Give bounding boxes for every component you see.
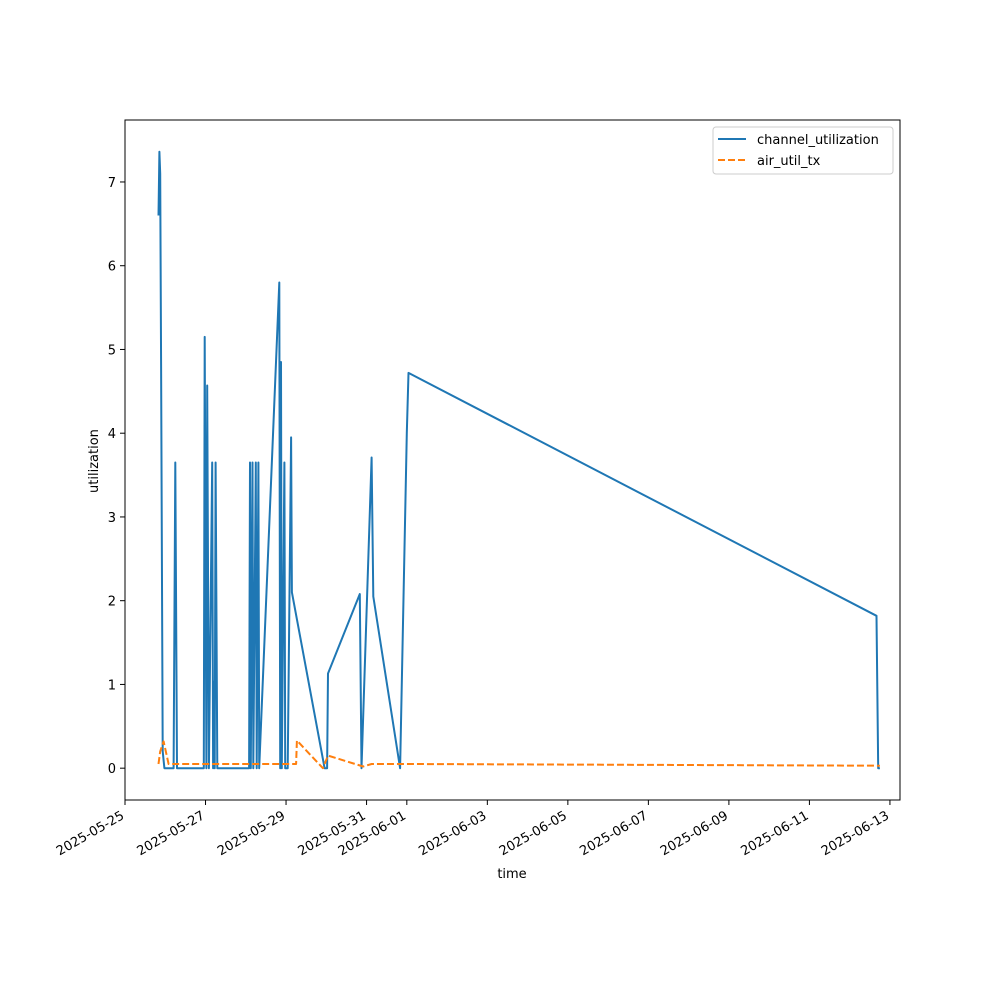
plot-area <box>125 120 900 800</box>
series-line-channel-utilization <box>157 150 880 770</box>
y-tick-label: 7 <box>108 176 116 191</box>
y-tick-label: 3 <box>108 511 116 526</box>
legend-box <box>712 126 894 175</box>
legend-label-channel-utilization: channel_utilization <box>757 133 879 148</box>
y-axis: 0 1 2 3 4 5 6 7 <box>108 176 125 777</box>
y-tick-label: 0 <box>108 762 116 777</box>
y-tick-label: 6 <box>108 260 116 275</box>
y-tick-label: 4 <box>108 427 116 442</box>
x-axis-title: time <box>497 867 526 882</box>
legend: channel_utilization air_util_tx <box>712 126 894 175</box>
y-tick-label: 1 <box>108 678 116 693</box>
legend-label-air-util-tx: air_util_tx <box>757 154 821 169</box>
series-line-air-util-tx <box>157 739 880 770</box>
y-tick-label: 5 <box>108 343 116 358</box>
y-tick-label: 2 <box>108 595 116 610</box>
y-axis-title: utilization <box>87 429 102 493</box>
series-layer <box>157 150 880 770</box>
plot-frame <box>124 119 901 801</box>
